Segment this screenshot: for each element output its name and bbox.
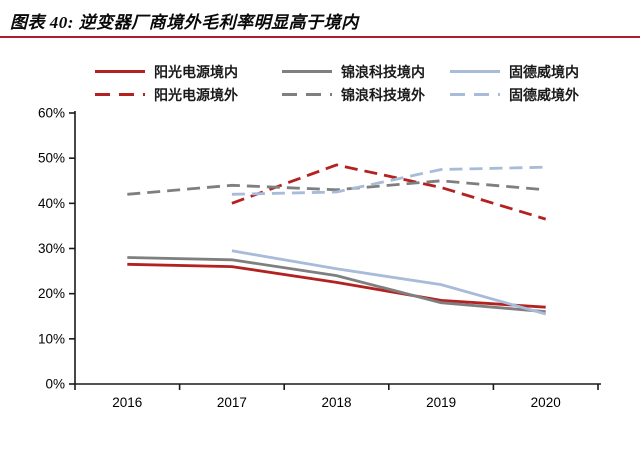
x-tick-label: 2019 (426, 395, 456, 410)
legend-dashed-line-sample (450, 93, 500, 96)
legend-solid-line-sample (450, 70, 500, 73)
legend-row-domestic: 阳光电源境内 锦浪科技境内 固德威境内 (0, 60, 640, 83)
legend-solid-line-sample (95, 70, 145, 73)
x-tick-label: 2017 (217, 395, 247, 410)
legend: 阳光电源境内 锦浪科技境内 固德威境内阳光电源境外 锦浪科技境外 固德威境外 (0, 60, 640, 106)
legend-label: 阳光电源境内 (154, 65, 238, 81)
legend-row-overseas: 阳光电源境外 锦浪科技境外 固德威境外 (0, 83, 640, 106)
legend-label: 固德威境外 (509, 88, 579, 104)
axes (74, 111, 601, 385)
y-tick-label: 40% (38, 196, 65, 211)
y-tick-label: 0% (45, 377, 65, 392)
legend-item: 固德威境外 (450, 85, 579, 105)
legend-item: 锦浪科技境内 (282, 62, 450, 82)
figure-title: 图表 40: 逆变器厂商境外毛利率明显高于境内 (10, 13, 359, 32)
legend-dashed-line-sample (95, 93, 145, 96)
legend-item: 锦浪科技境外 (282, 85, 450, 105)
y-tick-label: 20% (38, 286, 65, 301)
legend-label: 固德威境内 (509, 65, 579, 81)
y-tick-label: 60% (38, 106, 65, 121)
legend-solid-line-sample (282, 70, 332, 73)
x-tick-label: 2020 (531, 395, 561, 410)
y-tick-label: 50% (38, 151, 65, 166)
y-tick-label: 10% (38, 331, 65, 346)
legend-item: 阳光电源境内 (95, 62, 282, 82)
figure-header: 图表 40: 逆变器厂商境外毛利率明显高于境内 (0, 0, 640, 38)
legend-dashed-line-sample (282, 93, 332, 96)
series-line-锦浪科技境内 (127, 256, 546, 314)
y-tick-label: 30% (38, 241, 65, 256)
legend-item: 阳光电源境外 (95, 85, 282, 105)
series-line-固德威境外 (231, 165, 546, 196)
series-line-锦浪科技境外 (127, 179, 546, 196)
legend-label: 锦浪科技境内 (341, 65, 425, 81)
series-line-阳光电源境内 (127, 262, 546, 309)
x-tick-label: 2018 (321, 395, 351, 410)
series-line-固德威境内 (231, 249, 547, 316)
legend-label: 阳光电源境外 (154, 88, 238, 104)
series-line-阳光电源境外 (231, 163, 547, 221)
legend-label: 锦浪科技境外 (341, 88, 425, 104)
x-tick-label: 2016 (112, 395, 142, 410)
legend-item: 固德威境内 (450, 62, 579, 82)
